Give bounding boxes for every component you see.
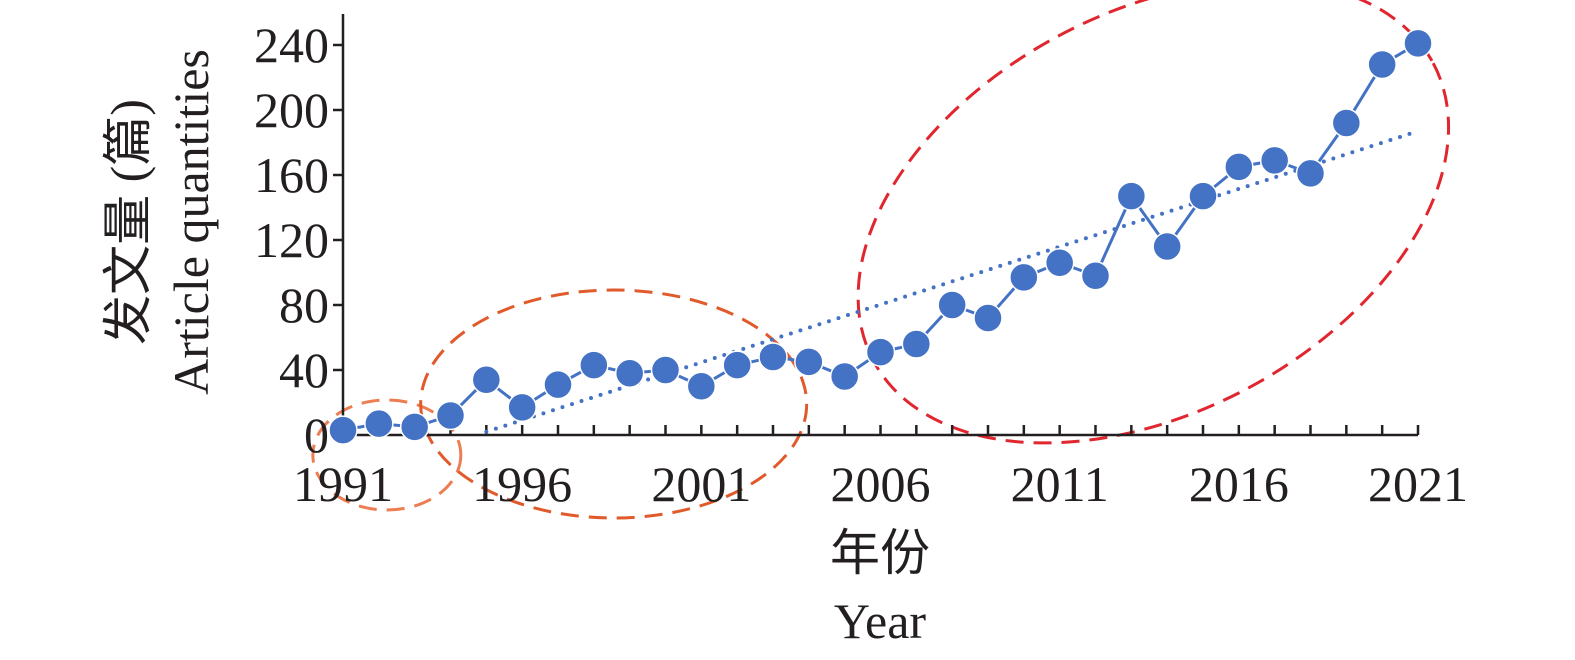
data-point-1998: [579, 350, 609, 380]
y-tick-label: 0: [304, 407, 329, 463]
data-point-1999: [614, 358, 645, 388]
data-point-2019: [1331, 108, 1362, 138]
data-point-1997: [543, 369, 573, 400]
y-tick-label: 80: [279, 277, 329, 333]
data-point-1993: [399, 412, 430, 442]
data-point-2021: [1403, 28, 1433, 59]
y-tick-label: 120: [254, 212, 329, 268]
data-point-2013: [1116, 181, 1147, 211]
data-point-1992: [364, 408, 394, 439]
trendline-layer: [484, 129, 1420, 434]
data-point-1996: [507, 392, 537, 423]
label-layer: 年份 Year 发文量 (篇) Article quantities: [100, 49, 930, 649]
data-point-2016: [1224, 152, 1254, 182]
y-tick-label: 160: [254, 147, 329, 203]
data-point-2015: [1188, 181, 1218, 211]
data-point-2005: [829, 361, 860, 392]
y-axis-title: Article quantities: [163, 49, 219, 395]
y-tick-label: 40: [279, 342, 329, 398]
data-point-2020: [1367, 49, 1397, 80]
data-point-1995: [471, 365, 502, 395]
data-point-2009: [973, 303, 1003, 333]
x-tick-label: 2006: [831, 456, 931, 512]
data-point-2011: [1044, 248, 1075, 278]
annotation-ellipse-1: [311, 398, 463, 512]
x-tick-label: 2001: [651, 456, 751, 512]
data-point-2008: [937, 290, 967, 320]
series-layer: [328, 28, 1433, 445]
data-point-2014: [1152, 231, 1182, 262]
y-tick-label: 200: [254, 82, 329, 138]
data-point-1991: [328, 415, 358, 445]
data-point-1994: [435, 400, 466, 431]
annotation-ellipse-2: [419, 288, 809, 520]
data-point-2010: [1009, 262, 1039, 293]
data-point-2002: [722, 350, 752, 380]
data-point-2018: [1295, 158, 1326, 189]
data-point-2004: [794, 347, 824, 377]
x-tick-label: 2016: [1189, 456, 1289, 512]
data-point-2006: [865, 337, 896, 367]
y-tick-label: 240: [254, 17, 329, 73]
x-axis-title-cn: 年份: [830, 525, 930, 581]
series-line: [342, 42, 1419, 432]
data-point-2003: [758, 342, 788, 372]
x-tick-label: 2011: [1011, 456, 1109, 512]
data-point-2000: [650, 355, 681, 385]
data-point-2007: [901, 329, 932, 359]
data-point-2001: [686, 371, 717, 401]
trendline: [484, 129, 1420, 434]
x-tick-label: 1991: [293, 456, 393, 512]
y-axis-title-cn: 发文量 (篇): [100, 99, 156, 345]
data-point-2017: [1259, 145, 1290, 176]
x-axis-title: Year: [834, 593, 926, 649]
x-tick-label: 1996: [472, 456, 572, 512]
axes: 0 40 80 120 160 200 240 1991 1996 2001 2006 2011 201…: [254, 14, 1468, 512]
x-tick-label: 2021: [1368, 456, 1468, 512]
data-point-2012: [1080, 261, 1111, 291]
